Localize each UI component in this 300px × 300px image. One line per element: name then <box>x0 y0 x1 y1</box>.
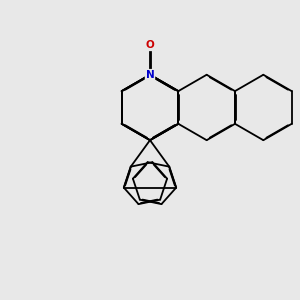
Text: O: O <box>146 40 154 50</box>
Text: N: N <box>146 70 154 80</box>
